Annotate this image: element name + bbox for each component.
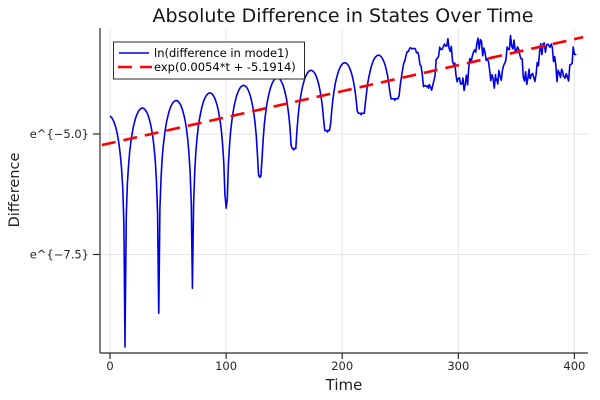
axes xyxy=(93,28,588,359)
x-tick-label: 300 xyxy=(447,359,469,373)
y-tick-label: e^{−5.0} xyxy=(30,127,89,141)
gridlines xyxy=(100,28,588,353)
legend-label-series2: exp(0.0054*t + -5.1914) xyxy=(154,60,296,74)
x-tick-label: 100 xyxy=(215,359,237,373)
series-layer xyxy=(101,34,584,348)
x-tick-label: 400 xyxy=(563,359,585,373)
x-axis-label: Time xyxy=(325,376,363,394)
x-tick-label: 200 xyxy=(331,359,353,373)
series-exp-fit-line xyxy=(101,35,584,147)
y-tick-label: e^{−7.5} xyxy=(30,248,89,262)
chart-title: Absolute Difference in States Over Time xyxy=(153,5,534,27)
x-tick-label: 0 xyxy=(106,359,113,373)
legend: ln(difference in mode1) exp(0.0054*t + -… xyxy=(113,41,305,80)
tick-labels: 0 100 200 300 400 e^{−5.0} e^{−7.5} xyxy=(30,127,586,373)
series-ln-difference-path xyxy=(109,34,577,348)
legend-label-series1: ln(difference in mode1) xyxy=(154,46,289,60)
legend-box xyxy=(113,41,305,80)
y-axis-label: Difference xyxy=(7,153,23,228)
